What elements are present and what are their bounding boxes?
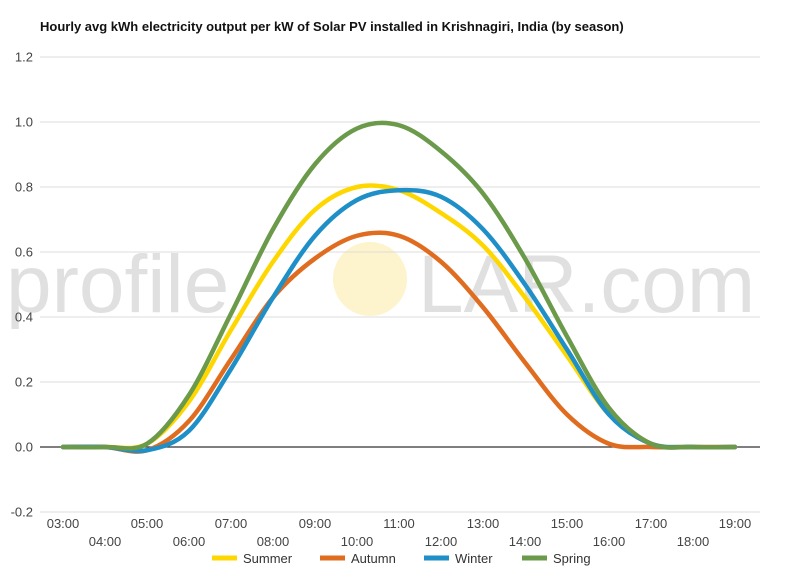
x-tick-label: 07:00 [215,516,248,531]
y-axis: -0.2 0.0 0.2 0.4 0.6 0.8 1.0 1.2 [11,50,33,520]
legend-label: Spring [553,551,591,566]
x-tick-label: 09:00 [299,516,332,531]
y-tick-label: 0.8 [15,180,33,195]
watermark-sun-icon [333,242,407,316]
x-tick-label: 08:00 [257,534,290,549]
x-tick-label: 13:00 [467,516,500,531]
legend-label: Autumn [351,551,396,566]
series-line-winter [60,187,738,454]
series-line-autumn [60,230,738,454]
x-tick-label: 15:00 [551,516,584,531]
x-tick-label: 06:00 [173,534,206,549]
legend-item-autumn: Autumn [320,551,396,566]
x-tick-label: 12:00 [425,534,458,549]
watermark: profile LAR.com [6,239,755,330]
x-tick-label: 18:00 [677,534,710,549]
x-tick-label: 19:00 [719,516,752,531]
x-axis: 03:00 04:00 05:00 06:00 07:00 08:00 09:00 10:00… [47,516,752,549]
chart-title: Hourly avg kWh electricity output per kW… [40,19,624,34]
x-tick-label: 10:00 [341,534,374,549]
x-tick-label: 03:00 [47,516,80,531]
y-tick-label: 0.4 [15,310,33,325]
x-tick-label: 16:00 [593,534,626,549]
y-tick-label: 0.6 [15,245,33,260]
x-tick-label: 05:00 [131,516,164,531]
legend-item-winter: Winter [424,551,493,566]
legend-item-summer: Summer [212,551,293,566]
legend-label: Winter [455,551,493,566]
watermark-left-text: profile [6,239,229,330]
x-tick-label: 11:00 [383,516,415,531]
y-tick-label: -0.2 [11,505,33,520]
y-tick-label: 1.0 [15,115,33,130]
series-line-spring [60,120,738,451]
x-tick-label: 04:00 [89,534,122,549]
legend-label: Summer [243,551,293,566]
legend-item-spring: Spring [522,551,591,566]
x-tick-label: 14:00 [509,534,542,549]
watermark-right-text: LAR.com [418,239,755,330]
series-lines [60,120,738,454]
y-tick-label: 1.2 [15,50,33,65]
legend: Summer Autumn Winter Spring [212,551,591,566]
y-tick-label: 0.0 [15,440,33,455]
y-tick-label: 0.2 [15,375,33,390]
x-tick-label: 17:00 [635,516,668,531]
